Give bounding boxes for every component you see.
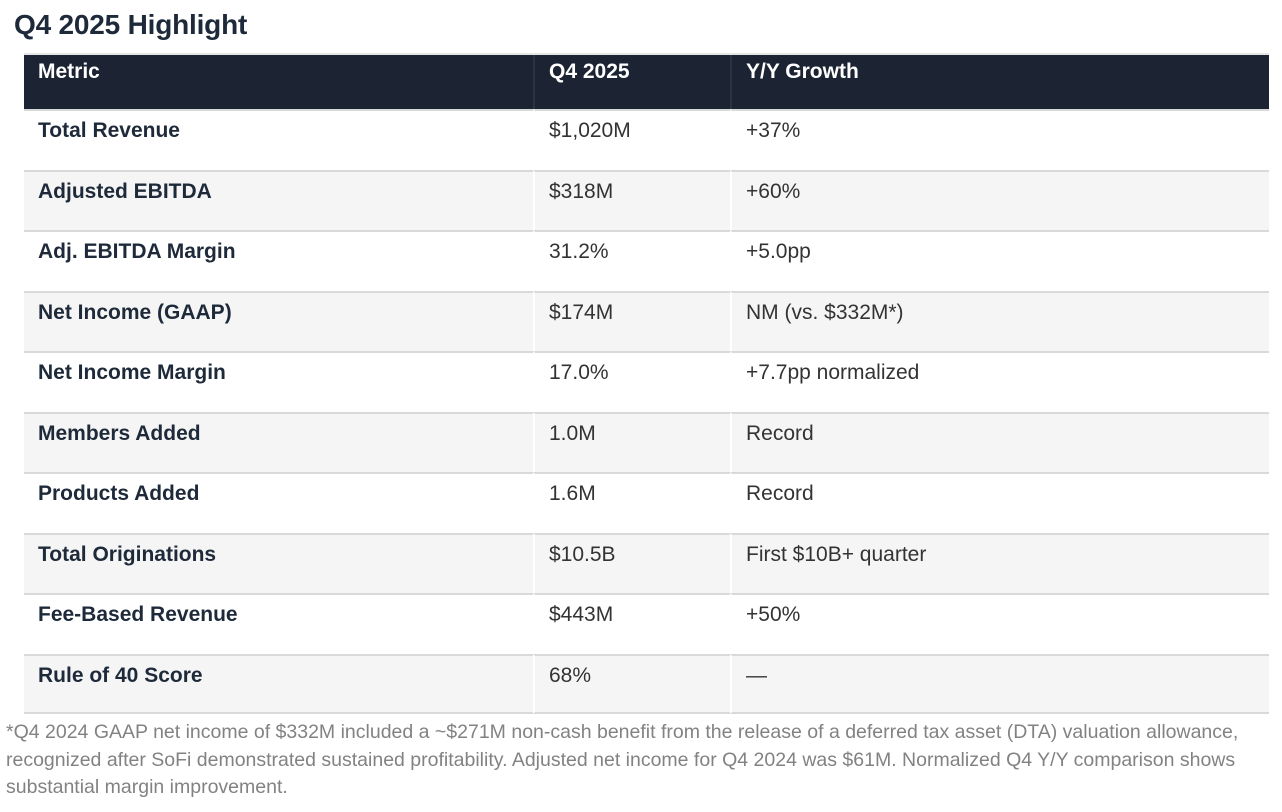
metric-cell: Fee-Based Revenue (24, 593, 533, 654)
table-row: Fee-Based Revenue $443M +50% (24, 593, 1269, 654)
yy-growth-cell: NM (vs. $332M*) (730, 290, 1269, 351)
column-header-yy-growth: Y/Y Growth (730, 55, 1269, 109)
yy-growth-cell: First $10B+ quarter (730, 532, 1269, 593)
table-row: Adj. EBITDA Margin 31.2% +5.0pp (24, 230, 1269, 291)
q4-value-cell: $443M (533, 593, 730, 654)
q4-value-cell: 31.2% (533, 230, 730, 291)
q4-value-cell: $10.5B (533, 532, 730, 593)
metric-cell: Total Revenue (24, 109, 533, 170)
metric-cell: Total Originations (24, 532, 533, 593)
metric-cell: Net Income (GAAP) (24, 290, 533, 351)
table-header-row: Metric Q4 2025 Y/Y Growth (24, 55, 1269, 109)
yy-growth-cell: — (730, 653, 1269, 714)
table-row: Members Added 1.0M Record (24, 411, 1269, 472)
metric-cell: Adj. EBITDA Margin (24, 230, 533, 291)
yy-growth-cell: +50% (730, 593, 1269, 654)
table-row: Net Income (GAAP) $174M NM (vs. $332M*) (24, 290, 1269, 351)
metric-cell: Net Income Margin (24, 351, 533, 412)
q4-value-cell: 68% (533, 653, 730, 714)
q4-value-cell: $174M (533, 290, 730, 351)
metric-cell: Adjusted EBITDA (24, 169, 533, 230)
q4-value-cell: $318M (533, 169, 730, 230)
table-row: Adjusted EBITDA $318M +60% (24, 169, 1269, 230)
yy-growth-cell: +7.7pp normalized (730, 351, 1269, 412)
yy-growth-cell: +60% (730, 169, 1269, 230)
column-header-metric: Metric (24, 55, 533, 109)
table-row: Products Added 1.6M Record (24, 472, 1269, 533)
highlights-table: Metric Q4 2025 Y/Y Growth Total Revenue $… (24, 53, 1269, 714)
metric-cell: Rule of 40 Score (24, 653, 533, 714)
yy-growth-cell: Record (730, 472, 1269, 533)
yy-growth-cell: +5.0pp (730, 230, 1269, 291)
metric-cell: Members Added (24, 411, 533, 472)
q4-value-cell: 17.0% (533, 351, 730, 412)
table-row: Total Revenue $1,020M +37% (24, 109, 1269, 170)
q4-value-cell: $1,020M (533, 109, 730, 170)
yy-growth-cell: +37% (730, 109, 1269, 170)
table-row: Rule of 40 Score 68% — (24, 653, 1269, 714)
column-header-q4-2025: Q4 2025 (533, 55, 730, 109)
q4-value-cell: 1.6M (533, 472, 730, 533)
footnote: *Q4 2024 GAAP net income of $332M includ… (6, 721, 1239, 798)
table-row: Total Originations $10.5B First $10B+ quar… (24, 532, 1269, 593)
table-row: Net Income Margin 17.0% +7.7pp normalized (24, 351, 1269, 412)
q4-value-cell: 1.0M (533, 411, 730, 472)
yy-growth-cell: Record (730, 411, 1269, 472)
metric-cell: Products Added (24, 472, 533, 533)
table-body: Total Revenue $1,020M +37% Adjusted EBITDA $… (24, 109, 1269, 714)
page-title: Q4 2025 Highlight (14, 9, 248, 40)
